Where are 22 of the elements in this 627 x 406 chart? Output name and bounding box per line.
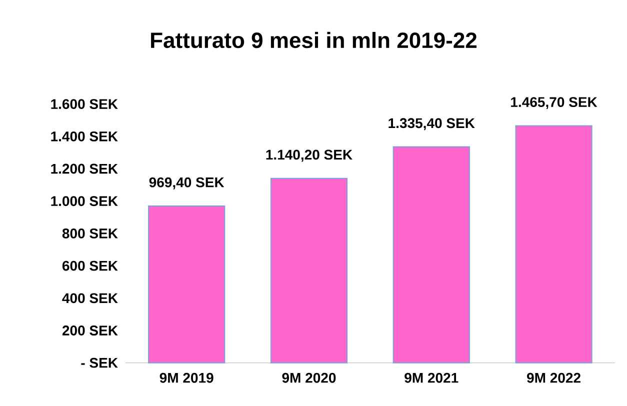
data-label: 969,40 SEK	[149, 178, 224, 190]
chart-title: Fatturato 9 mesi in mln 2019-22	[151, 32, 477, 48]
y-tick-label: 1.200 SEK	[51, 164, 118, 174]
bar	[270, 178, 348, 364]
x-tick-label: 9M 2022	[527, 373, 580, 384]
x-tick-label: 9M 2021	[404, 373, 458, 384]
y-tick-label: 600 SEK	[62, 261, 118, 271]
data-label: 1.335,40 SEK	[388, 118, 475, 130]
x-tick-label: 9M 2020	[282, 373, 336, 384]
y-tick-label: 400 SEK	[62, 293, 118, 304]
y-tick-label: 1.000 SEK	[51, 196, 118, 206]
y-tick-label: 800 SEK	[62, 228, 118, 239]
y-tick-label: - SEK	[81, 358, 118, 368]
bar	[148, 206, 226, 364]
y-tick-label: 1.400 SEK	[51, 132, 118, 142]
x-tick-label: 9M 2019	[160, 373, 214, 384]
data-label: 1.465,70 SEK	[511, 97, 598, 110]
data-label: 1.140,20 SEK	[266, 150, 352, 162]
bar	[392, 146, 470, 364]
y-tick-label: 200 SEK	[62, 326, 118, 336]
bar	[515, 125, 592, 364]
y-tick-label: 1.600 SEK	[51, 99, 118, 110]
